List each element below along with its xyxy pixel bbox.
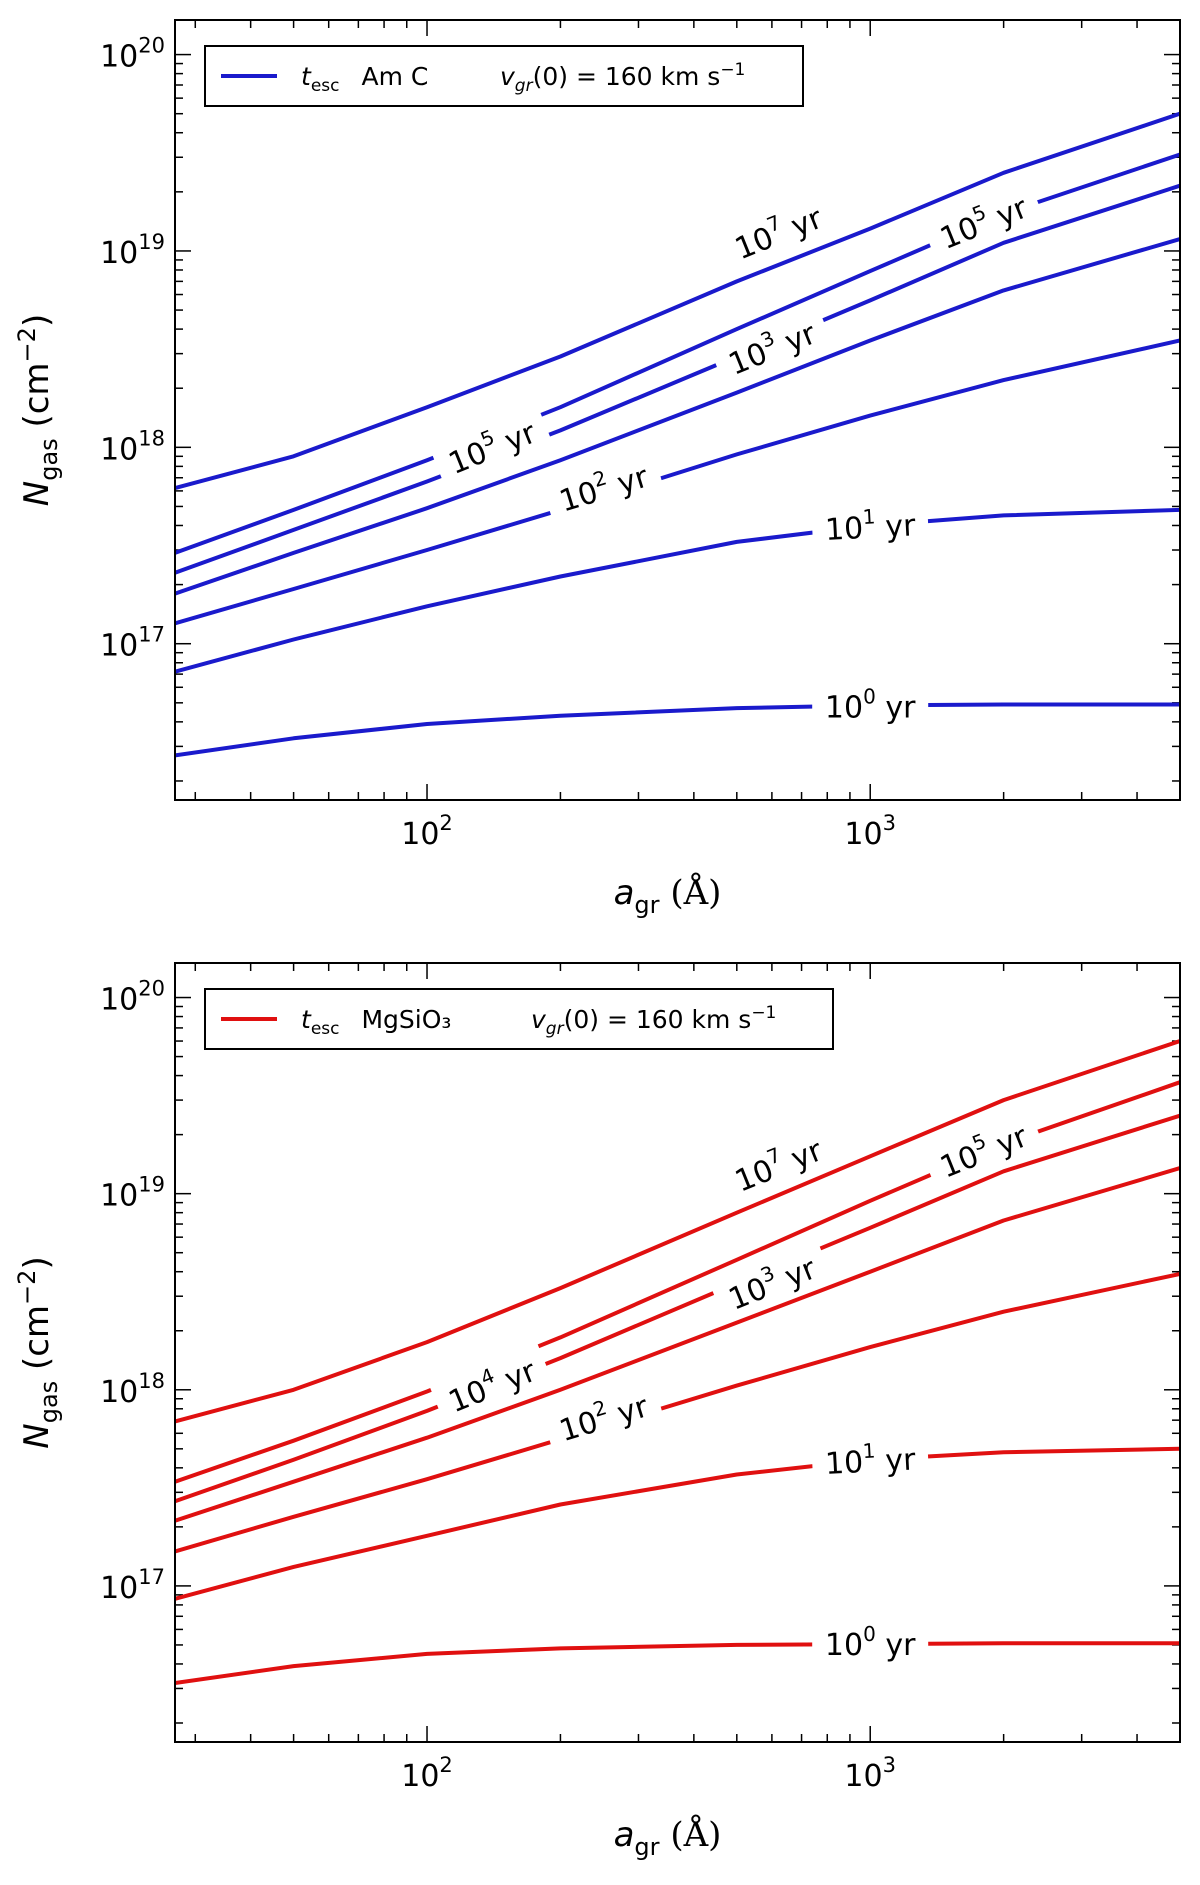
series-line [175,1166,1180,1523]
contour-label-text: 103 yr [722,310,822,382]
legend-label: tesc MgSiO₃ [301,1005,451,1039]
contour-label-text: 103 yr [722,1245,822,1317]
plot-frame [174,962,1181,1743]
series-line [175,507,1180,674]
series-line [175,1641,1180,1685]
contour-label: 103 yr [709,304,834,389]
x-tick-label: 102 [401,1753,453,1794]
contour-label-text: 100 yr [825,1622,916,1663]
contour-label: 107 yr [715,188,840,273]
y-tick-label: 1020 [100,977,165,1018]
y-tick-label: 1017 [100,623,165,664]
contour-label: 107 yr [715,1121,840,1206]
series-line [175,1271,1180,1554]
series-line [175,183,1180,575]
legend-frame [204,988,834,1050]
contour-label-text: 107 yr [728,195,828,267]
x-tick-label: 103 [844,811,896,852]
series-line [175,1039,1180,1424]
x-tick-label: 102 [401,811,453,852]
legend-frame [204,45,804,107]
contour-label: 100 yr [812,682,929,727]
y-axis-label: Ngas (cm−2) [13,314,63,506]
contour-label-text: 101 yr [824,1436,917,1482]
contour-label: 102 yr [540,448,665,525]
y-tick-label: 1019 [100,230,165,271]
contour-label: 101 yr [811,499,930,550]
contour-label: 105 yr [920,1107,1045,1192]
y-tick-label: 1017 [100,1565,165,1606]
contour-label: 101 yr [811,1433,930,1484]
legend-label: tesc Am C [301,62,428,96]
contour-label: 103 yr [709,1239,834,1324]
contour-label-text: 104 yr [442,1348,542,1420]
series-line [175,1113,1180,1504]
contour-label-text: 101 yr [824,502,917,548]
series-line [175,1446,1180,1601]
series-line [175,111,1180,491]
legend-velocity: vgr(0) = 160 km s−1 [531,1003,776,1039]
legend: tesc MgSiO₃ vgr(0) = 160 km s−1 [204,988,834,1050]
series-line [175,702,1180,758]
y-tick-label: 1018 [100,1369,165,1410]
y-tick-label: 1018 [100,426,165,467]
plot-frame [174,19,1181,801]
contour-label-text: 100 yr [825,684,916,725]
y-axis-label: Ngas (cm−2) [13,1256,63,1448]
contour-label: 105 yr [429,403,554,488]
y-tick-label: 1020 [100,34,165,75]
contour-label: 105 yr [920,178,1045,263]
contour-label-text: 107 yr [728,1127,828,1199]
y-tick-label: 1019 [100,1173,165,1214]
x-tick-label: 103 [844,1753,896,1794]
chart-panel-1: 107 yr 105 yr 105 yr 103 yr 102 yr 101 yr 100 … [13,19,1181,919]
legend: tesc Am C vgr(0) = 160 km s−1 [204,45,804,107]
x-axis-label: agr (Å) [614,872,722,919]
x-axis-label: agr (Å) [614,1814,722,1861]
legend-velocity: vgr(0) = 160 km s−1 [500,60,745,96]
contour-label: 104 yr [429,1341,554,1426]
axis-ticks [175,20,1181,800]
series-line [175,237,1180,596]
contour-label: 100 yr [812,1620,929,1665]
axis-ticks [175,963,1181,1742]
